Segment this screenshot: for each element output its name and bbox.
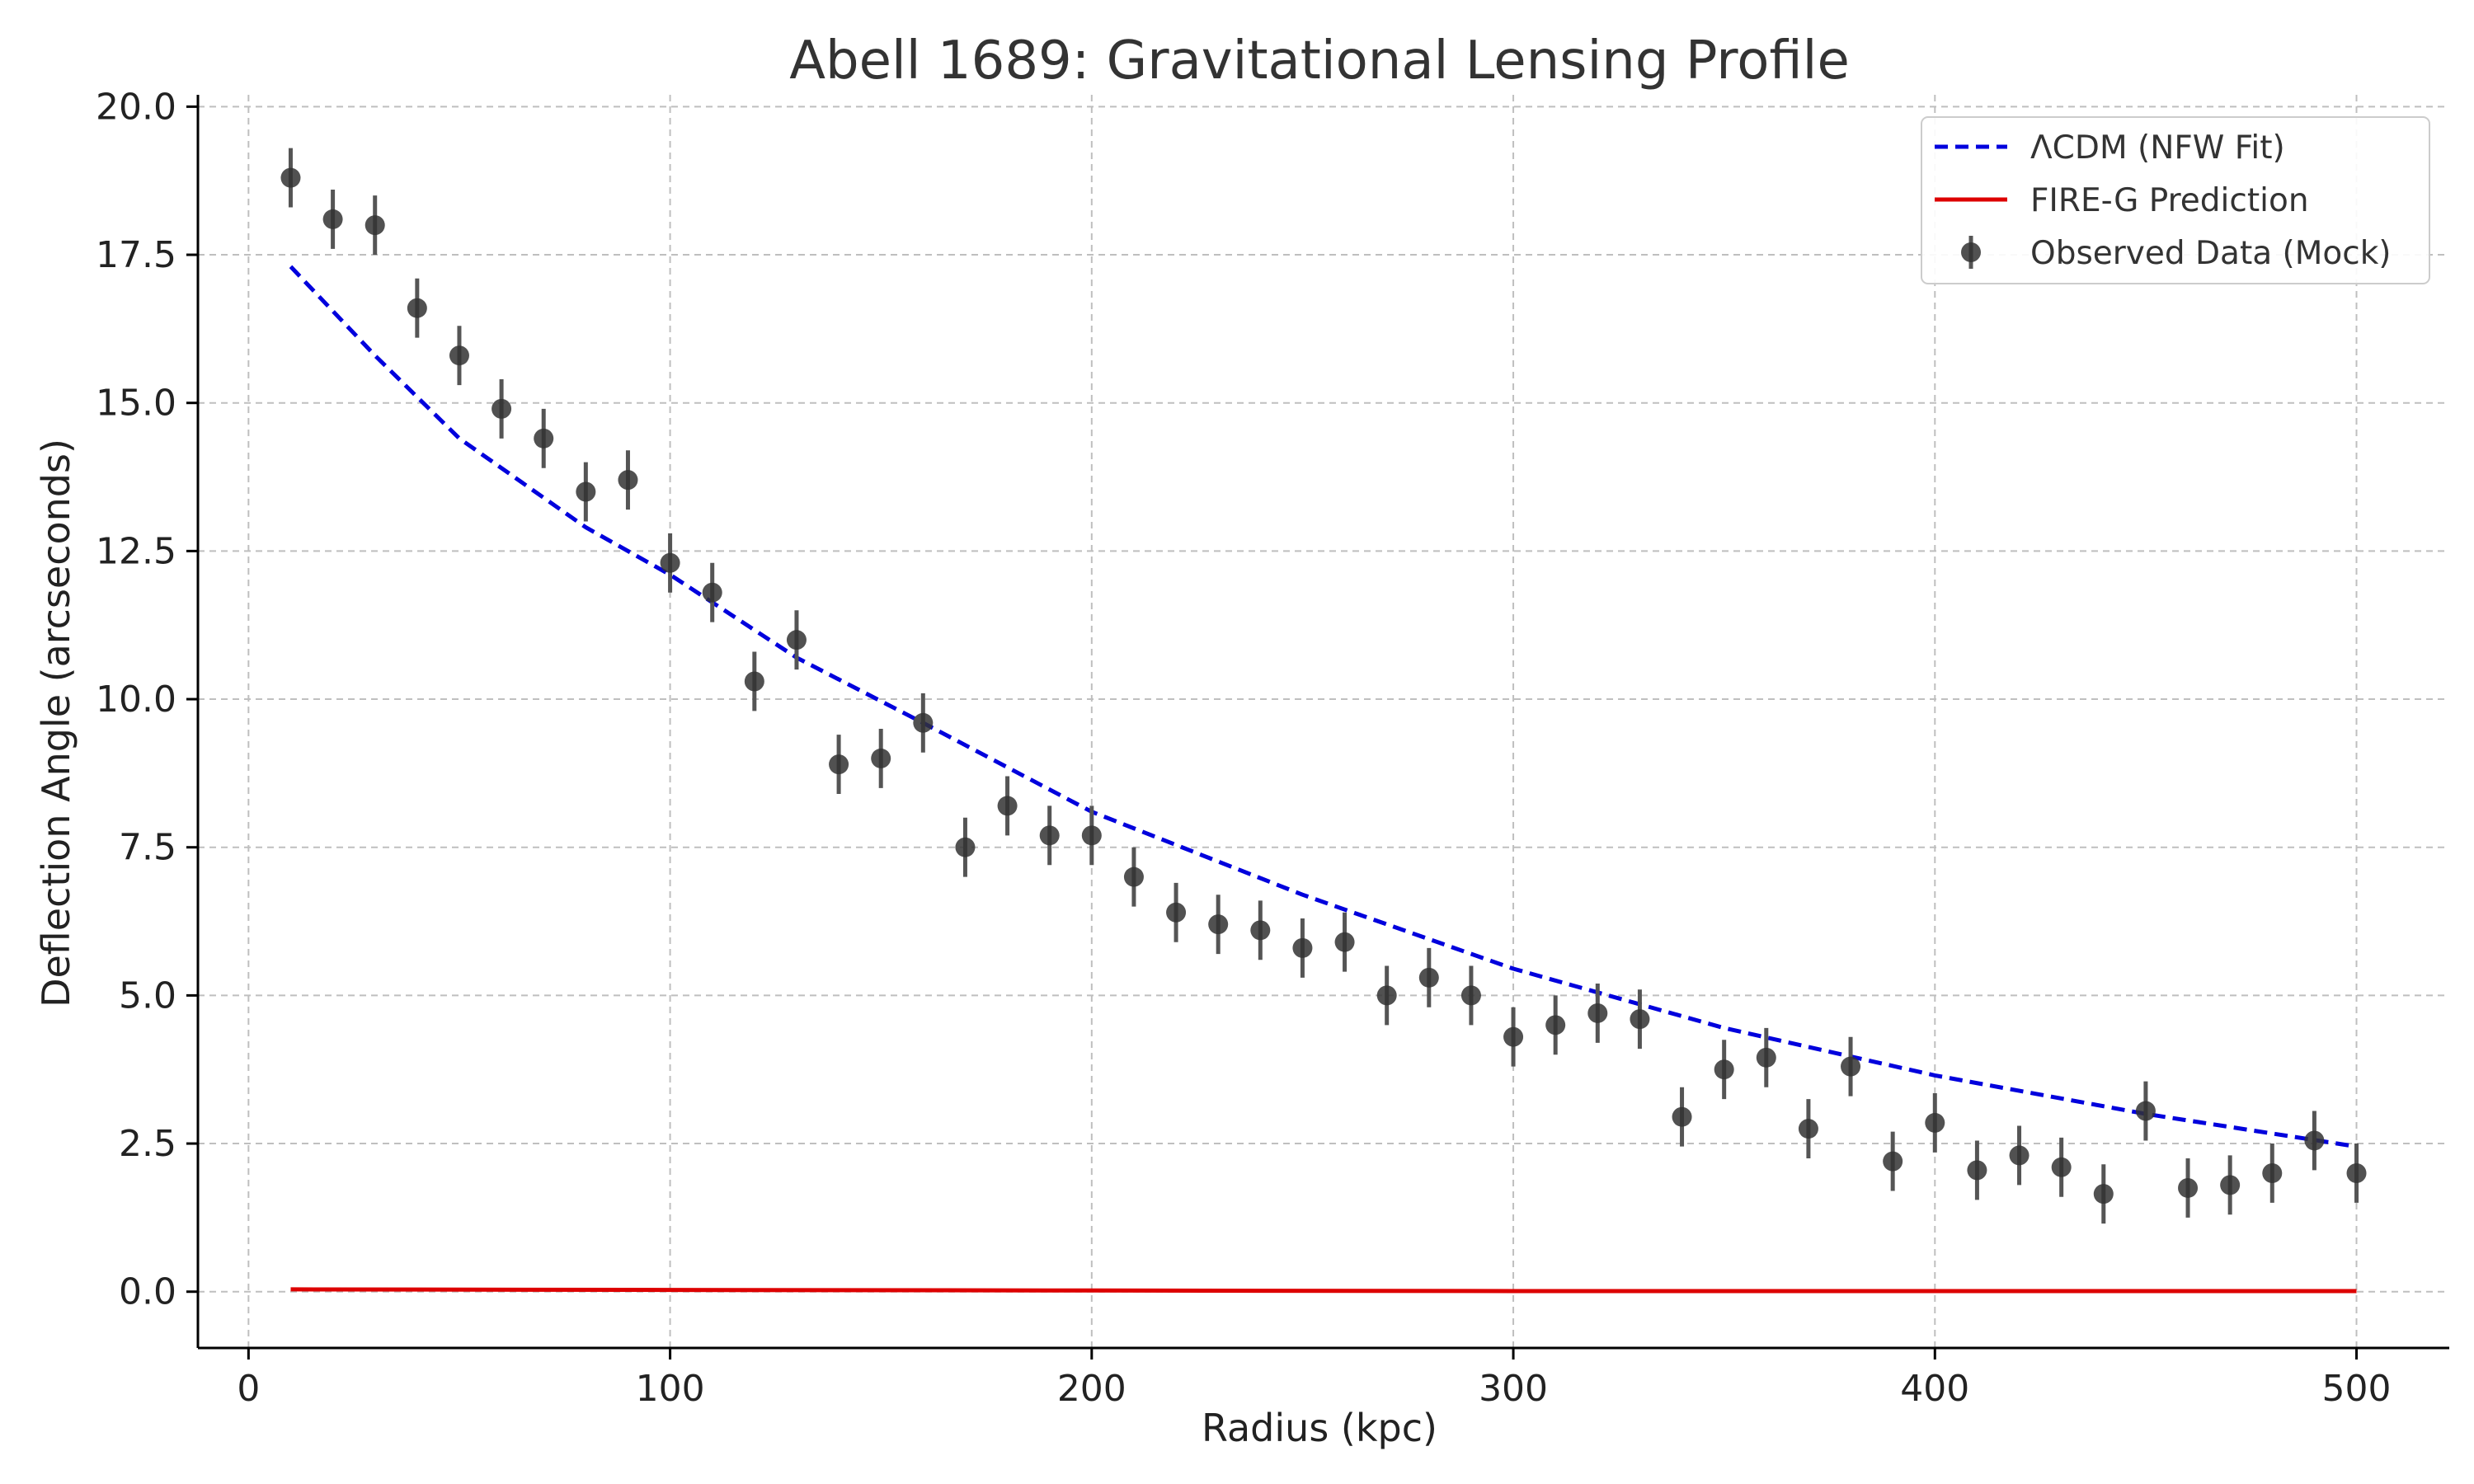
legend-label: FIRE-G Prediction [2030, 182, 2309, 219]
data-point [2346, 1162, 2367, 1183]
axes [196, 95, 2449, 1350]
data-point [1967, 1160, 1987, 1181]
legend: ΛCDM (NFW Fit) FIRE-G Prediction Observed … [1921, 116, 2430, 284]
y-axis-label: Deflection Angle (arcseconds) [34, 439, 78, 1007]
data-point [2009, 1145, 2030, 1166]
data-point [1630, 1009, 1650, 1030]
legend-box [1921, 116, 2430, 284]
data-point [1925, 1112, 1945, 1133]
data-point [322, 209, 343, 229]
data-point [702, 582, 722, 603]
data-point [829, 754, 849, 775]
legend-label: ΛCDM (NFW Fit) [2030, 129, 2285, 167]
data-point [1841, 1056, 1861, 1077]
y-tick-label: 5.0 [119, 974, 176, 1017]
x-tick-label: 300 [1479, 1368, 1548, 1410]
y-tick-label: 20.0 [96, 86, 176, 128]
data-point [2304, 1130, 2325, 1151]
data-point [2178, 1177, 2199, 1198]
data-point [871, 748, 891, 768]
data-point [365, 215, 385, 236]
x-tick-label: 100 [636, 1368, 705, 1410]
data-point [1208, 914, 1229, 935]
data-point [1545, 1015, 1566, 1036]
y-tick-label: 15.0 [96, 383, 176, 425]
x-tick-label: 400 [1900, 1368, 1969, 1410]
data-point [1250, 920, 1271, 941]
observed-data-series [280, 148, 2367, 1224]
data-point [1376, 985, 1397, 1006]
y-tick-label: 2.5 [119, 1123, 176, 1165]
data-point [660, 552, 680, 573]
data-point [1883, 1151, 1903, 1172]
x-tick-label: 200 [1057, 1368, 1126, 1410]
data-point [786, 630, 807, 650]
y-tick-label: 7.5 [119, 827, 176, 869]
x-axis-label: Radius (kpc) [1202, 1406, 1437, 1450]
chart-title: Abell 1689: Gravitational Lensing Profil… [789, 31, 1850, 92]
y-tick-label: 17.5 [96, 234, 176, 276]
data-point [407, 298, 427, 318]
data-point [534, 428, 554, 448]
data-point [955, 837, 976, 857]
data-point [1166, 902, 1187, 923]
data-point [449, 345, 469, 366]
data-point [1123, 866, 1144, 887]
data-point [1503, 1026, 1524, 1047]
x-tick-label: 0 [237, 1368, 260, 1410]
data-point [1460, 985, 1481, 1006]
data-point [1292, 937, 1313, 958]
data-point [576, 481, 596, 502]
data-point [1418, 967, 1439, 988]
y-tick-label: 10.0 [96, 679, 176, 721]
data-point [1756, 1047, 1776, 1068]
data-point [744, 671, 764, 692]
data-point [1334, 932, 1355, 952]
grid [198, 95, 2449, 1348]
y-tick-label: 12.5 [96, 530, 176, 572]
legend-swatch-marker [1961, 242, 1981, 262]
plot-area [280, 148, 2367, 1294]
data-point [997, 796, 1018, 816]
data-point [1672, 1106, 1692, 1127]
data-point [280, 167, 301, 188]
data-point [1798, 1119, 1818, 1139]
lcdm-nfw-fit-line [289, 265, 2357, 1149]
ticks: 0 100 200 300 400 500 0.0 2.5 5.0 7.5 10.0 12.5 15.0… [96, 86, 2391, 1410]
legend-label: Observed Data (Mock) [2030, 235, 2392, 272]
data-point [1039, 825, 1060, 846]
y-tick-label: 0.0 [119, 1271, 176, 1313]
data-point [913, 712, 934, 733]
data-point [618, 470, 638, 491]
data-point [1081, 825, 1102, 846]
data-point [2051, 1157, 2072, 1177]
data-point [2135, 1101, 2156, 1121]
data-point [2220, 1175, 2241, 1195]
data-point [1587, 1003, 1608, 1023]
data-point [2262, 1162, 2283, 1183]
fire-g-prediction-line [290, 1287, 2357, 1294]
data-point [1714, 1059, 1734, 1080]
data-point [2093, 1184, 2114, 1205]
data-point [492, 398, 512, 419]
x-tick-label: 500 [2322, 1368, 2392, 1410]
